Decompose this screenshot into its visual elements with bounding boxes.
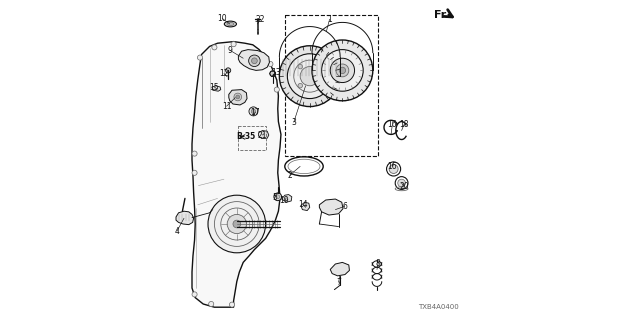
Circle shape: [336, 64, 349, 77]
Circle shape: [268, 61, 273, 67]
Text: 11: 11: [222, 102, 231, 111]
Text: 2: 2: [287, 171, 292, 180]
Circle shape: [287, 54, 332, 99]
Text: 16: 16: [387, 120, 397, 129]
Text: 1: 1: [327, 15, 332, 24]
Polygon shape: [259, 131, 269, 139]
Bar: [239, 126, 266, 150]
Text: 17: 17: [250, 108, 260, 116]
Polygon shape: [282, 195, 292, 202]
Text: 20: 20: [399, 182, 409, 191]
Circle shape: [230, 302, 235, 307]
Circle shape: [330, 58, 355, 83]
Ellipse shape: [225, 21, 237, 27]
Circle shape: [274, 193, 282, 201]
Text: 19: 19: [279, 196, 289, 205]
Text: 7: 7: [336, 278, 341, 287]
Polygon shape: [239, 50, 269, 70]
Text: 8: 8: [376, 259, 381, 268]
Circle shape: [389, 164, 398, 173]
Polygon shape: [301, 202, 310, 211]
Polygon shape: [330, 262, 349, 276]
Text: 3: 3: [291, 118, 296, 127]
Circle shape: [298, 84, 303, 88]
Circle shape: [227, 214, 246, 234]
Circle shape: [270, 71, 275, 76]
Circle shape: [398, 179, 406, 187]
Text: 16: 16: [387, 162, 397, 171]
Circle shape: [280, 46, 340, 107]
Bar: [285, 15, 378, 156]
Circle shape: [312, 40, 372, 101]
Circle shape: [197, 55, 202, 60]
Text: Fr.: Fr.: [433, 10, 449, 20]
Text: 12: 12: [220, 69, 228, 78]
Polygon shape: [192, 42, 281, 307]
Circle shape: [249, 107, 258, 116]
Circle shape: [300, 67, 319, 86]
Circle shape: [233, 220, 241, 228]
Polygon shape: [212, 86, 221, 91]
Circle shape: [226, 68, 231, 73]
Circle shape: [298, 64, 303, 69]
Text: 6: 6: [342, 202, 347, 211]
Circle shape: [209, 301, 214, 307]
Circle shape: [276, 195, 280, 199]
Text: 4: 4: [175, 227, 179, 236]
Text: 9: 9: [228, 46, 233, 55]
Text: 15: 15: [209, 83, 220, 92]
Text: B-35: B-35: [236, 132, 255, 141]
Circle shape: [212, 45, 217, 50]
Circle shape: [192, 151, 197, 156]
Circle shape: [275, 87, 280, 92]
Text: 10: 10: [218, 14, 227, 23]
Polygon shape: [319, 199, 343, 215]
Circle shape: [231, 42, 236, 47]
Text: 13: 13: [271, 68, 281, 76]
Circle shape: [208, 195, 266, 253]
Circle shape: [317, 84, 321, 88]
Circle shape: [321, 50, 364, 91]
Circle shape: [248, 55, 260, 67]
Text: 22: 22: [255, 15, 264, 24]
Text: 5: 5: [272, 193, 277, 202]
Circle shape: [251, 109, 256, 114]
Text: 21: 21: [258, 131, 267, 140]
Circle shape: [192, 170, 197, 175]
Circle shape: [339, 67, 346, 74]
Polygon shape: [176, 211, 193, 225]
Ellipse shape: [227, 22, 234, 26]
Circle shape: [192, 292, 197, 297]
Text: 14: 14: [298, 200, 308, 209]
Circle shape: [252, 58, 257, 64]
Polygon shape: [229, 90, 247, 105]
Text: TXB4A0400: TXB4A0400: [418, 304, 459, 310]
Circle shape: [317, 64, 321, 69]
Circle shape: [234, 93, 242, 101]
Text: 18: 18: [399, 120, 408, 129]
Circle shape: [236, 95, 239, 99]
